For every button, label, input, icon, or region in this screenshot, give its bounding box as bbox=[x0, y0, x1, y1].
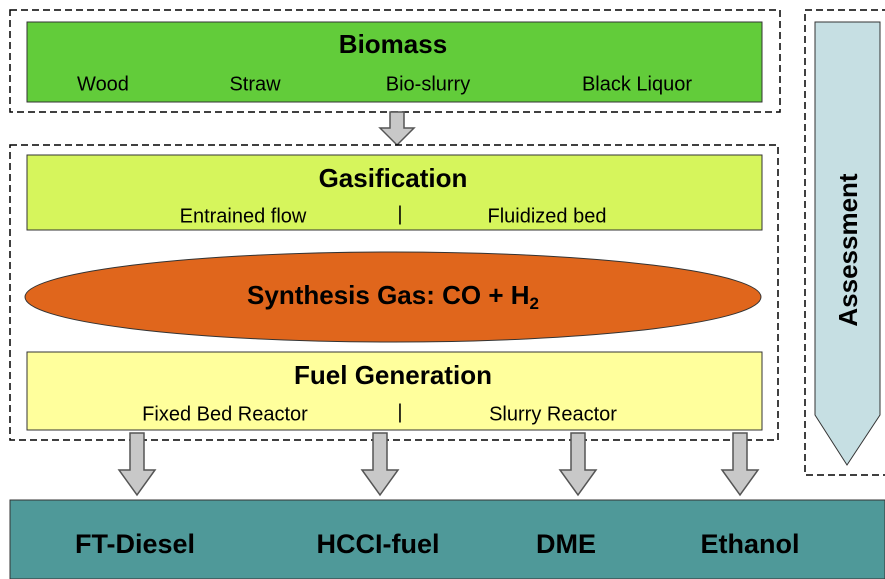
synthesis-title: Synthesis Gas: CO + H2 bbox=[247, 280, 539, 314]
gasification-box bbox=[26, 154, 763, 231]
biomass-title: Biomass bbox=[339, 29, 447, 59]
fuel-generation-item: Slurry Reactor bbox=[489, 403, 617, 425]
fuel-generation-title: Fuel Generation bbox=[294, 360, 492, 390]
arrow bbox=[360, 432, 400, 497]
biomass-item: Black Liquor bbox=[582, 73, 692, 95]
biomass-item: Straw bbox=[229, 73, 281, 95]
separator: | bbox=[397, 203, 402, 225]
process-frame bbox=[9, 144, 779, 441]
fuel-generation-item: Fixed Bed Reactor bbox=[142, 403, 308, 425]
product: Ethanol bbox=[701, 529, 800, 559]
subscript: 2 bbox=[530, 294, 539, 313]
product: DME bbox=[536, 529, 596, 559]
arrow bbox=[720, 432, 760, 497]
separator: | bbox=[397, 401, 402, 423]
assessment-arrow bbox=[814, 21, 881, 466]
gasification-title: Gasification bbox=[319, 163, 468, 193]
arrow bbox=[117, 432, 157, 497]
synthesis-text: Synthesis Gas: CO + H bbox=[247, 280, 529, 310]
product: FT-Diesel bbox=[75, 529, 195, 559]
biomass-item: Wood bbox=[77, 73, 129, 95]
fuel-generation-box bbox=[26, 351, 763, 431]
biomass-item: Bio-slurry bbox=[386, 73, 470, 95]
gasification-item: Entrained flow bbox=[180, 205, 307, 227]
products-box bbox=[9, 499, 885, 579]
synthesis-ellipse bbox=[24, 251, 762, 343]
biomass-box bbox=[26, 21, 763, 103]
assessment-label: Assessment bbox=[833, 173, 863, 327]
gasification-item: Fluidized bed bbox=[488, 205, 607, 227]
arrow bbox=[558, 432, 598, 497]
arrow bbox=[378, 111, 416, 147]
product: HCCI-fuel bbox=[317, 529, 440, 559]
